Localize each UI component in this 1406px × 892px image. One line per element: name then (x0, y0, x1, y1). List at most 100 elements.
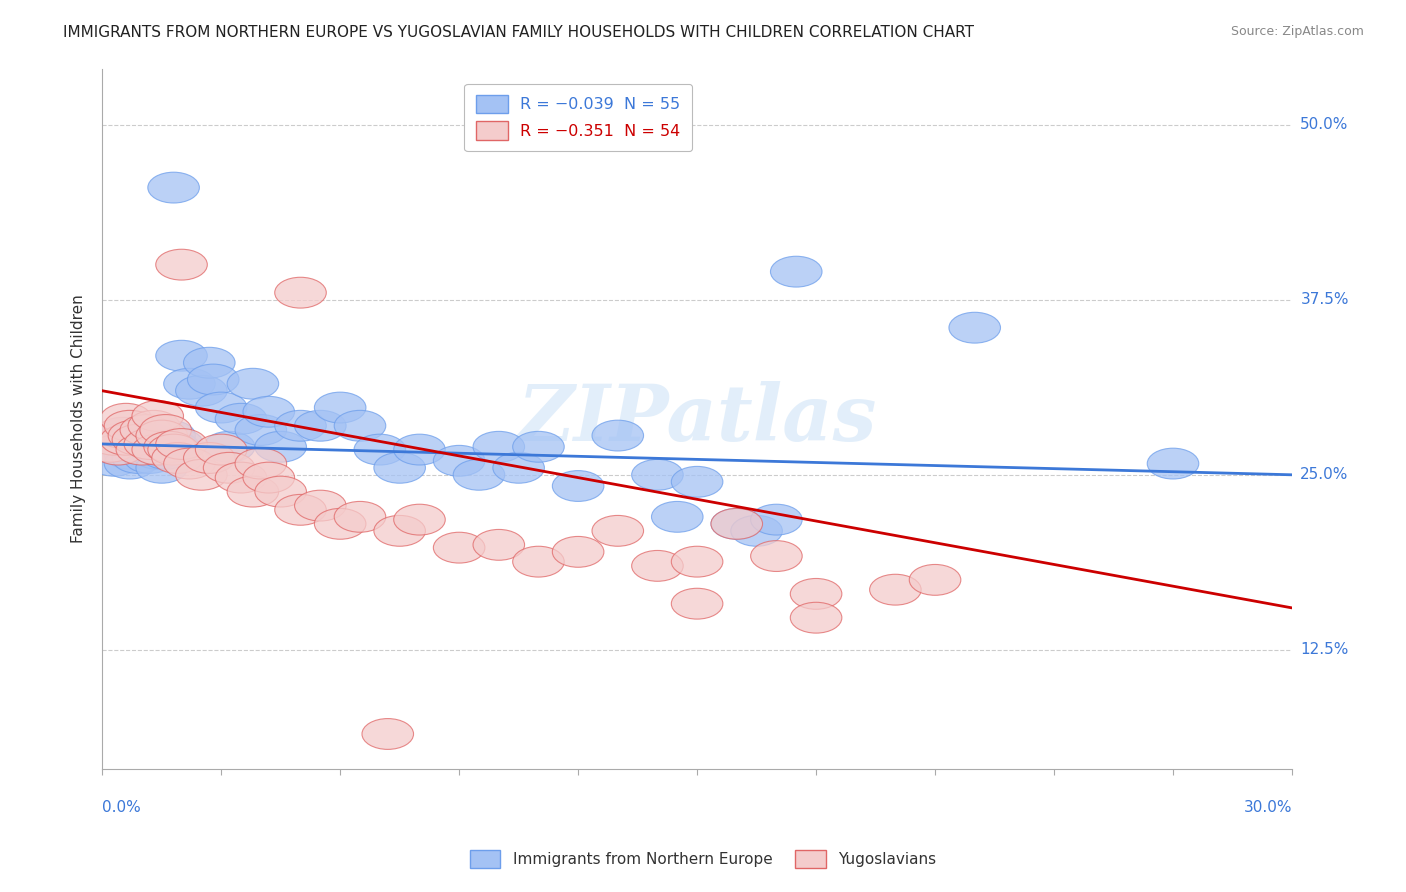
Ellipse shape (139, 438, 191, 469)
Ellipse shape (100, 403, 152, 434)
Text: 25.0%: 25.0% (1301, 467, 1348, 483)
Ellipse shape (394, 504, 446, 535)
Ellipse shape (295, 410, 346, 442)
Ellipse shape (228, 368, 278, 399)
Ellipse shape (910, 565, 960, 595)
Ellipse shape (751, 541, 803, 572)
Ellipse shape (592, 420, 644, 451)
Ellipse shape (132, 401, 184, 432)
Ellipse shape (453, 459, 505, 491)
Ellipse shape (89, 425, 139, 455)
Ellipse shape (176, 459, 228, 491)
Ellipse shape (100, 425, 152, 455)
Ellipse shape (870, 574, 921, 605)
Ellipse shape (128, 410, 180, 442)
Ellipse shape (124, 442, 176, 474)
Ellipse shape (148, 432, 200, 462)
Ellipse shape (176, 376, 228, 406)
Ellipse shape (354, 434, 405, 465)
Ellipse shape (132, 438, 184, 469)
Ellipse shape (128, 425, 180, 455)
Ellipse shape (108, 420, 160, 451)
Ellipse shape (374, 452, 426, 483)
Ellipse shape (770, 256, 823, 287)
Ellipse shape (124, 428, 176, 459)
Ellipse shape (143, 420, 195, 451)
Ellipse shape (104, 438, 156, 469)
Ellipse shape (553, 536, 605, 567)
Ellipse shape (108, 432, 160, 462)
Ellipse shape (731, 516, 782, 546)
Ellipse shape (254, 476, 307, 507)
Ellipse shape (243, 462, 295, 493)
Ellipse shape (711, 508, 762, 540)
Text: Source: ZipAtlas.com: Source: ZipAtlas.com (1230, 25, 1364, 38)
Ellipse shape (513, 546, 564, 577)
Ellipse shape (274, 277, 326, 308)
Ellipse shape (228, 476, 278, 507)
Text: 30.0%: 30.0% (1243, 799, 1292, 814)
Ellipse shape (215, 403, 267, 434)
Ellipse shape (631, 459, 683, 491)
Ellipse shape (117, 434, 167, 465)
Ellipse shape (195, 434, 247, 465)
Ellipse shape (513, 432, 564, 462)
Ellipse shape (274, 494, 326, 525)
Ellipse shape (215, 462, 267, 493)
Ellipse shape (315, 392, 366, 423)
Ellipse shape (93, 434, 143, 465)
Ellipse shape (472, 530, 524, 560)
Ellipse shape (120, 434, 172, 465)
Text: 0.0%: 0.0% (103, 799, 141, 814)
Ellipse shape (374, 516, 426, 546)
Ellipse shape (139, 415, 191, 445)
Ellipse shape (335, 410, 385, 442)
Ellipse shape (949, 312, 1001, 343)
Ellipse shape (315, 508, 366, 540)
Ellipse shape (494, 452, 544, 483)
Ellipse shape (156, 341, 207, 371)
Text: IMMIGRANTS FROM NORTHERN EUROPE VS YUGOSLAVIAN FAMILY HOUSEHOLDS WITH CHILDREN C: IMMIGRANTS FROM NORTHERN EUROPE VS YUGOS… (63, 25, 974, 40)
Ellipse shape (143, 432, 195, 462)
Ellipse shape (235, 415, 287, 445)
Y-axis label: Family Households with Children: Family Households with Children (72, 294, 86, 543)
Ellipse shape (112, 425, 163, 455)
Ellipse shape (651, 501, 703, 533)
Ellipse shape (132, 434, 184, 465)
Ellipse shape (120, 415, 172, 445)
Ellipse shape (361, 719, 413, 749)
Ellipse shape (112, 442, 163, 474)
Ellipse shape (96, 428, 148, 459)
Ellipse shape (433, 445, 485, 476)
Ellipse shape (235, 448, 287, 479)
Ellipse shape (93, 434, 143, 465)
Ellipse shape (84, 425, 136, 455)
Ellipse shape (89, 445, 139, 476)
Ellipse shape (553, 471, 605, 501)
Ellipse shape (592, 516, 644, 546)
Ellipse shape (243, 396, 295, 427)
Ellipse shape (433, 533, 485, 563)
Text: 50.0%: 50.0% (1301, 117, 1348, 132)
Ellipse shape (790, 579, 842, 609)
Ellipse shape (84, 432, 136, 462)
Ellipse shape (472, 432, 524, 462)
Ellipse shape (152, 442, 204, 474)
Ellipse shape (274, 410, 326, 442)
Ellipse shape (148, 172, 200, 203)
Ellipse shape (790, 602, 842, 633)
Ellipse shape (204, 432, 254, 462)
Ellipse shape (671, 589, 723, 619)
Ellipse shape (295, 491, 346, 521)
Text: ZIPatlas: ZIPatlas (517, 381, 877, 457)
Ellipse shape (711, 508, 762, 540)
Ellipse shape (136, 452, 187, 483)
Legend: Immigrants from Northern Europe, Yugoslavians: Immigrants from Northern Europe, Yugosla… (463, 843, 943, 875)
Ellipse shape (254, 432, 307, 462)
Ellipse shape (104, 410, 156, 442)
Ellipse shape (117, 434, 167, 465)
Legend: R = −0.039  N = 55, R = −0.351  N = 54: R = −0.039 N = 55, R = −0.351 N = 54 (464, 84, 692, 151)
Text: 12.5%: 12.5% (1301, 642, 1348, 657)
Ellipse shape (156, 428, 207, 459)
Ellipse shape (631, 550, 683, 582)
